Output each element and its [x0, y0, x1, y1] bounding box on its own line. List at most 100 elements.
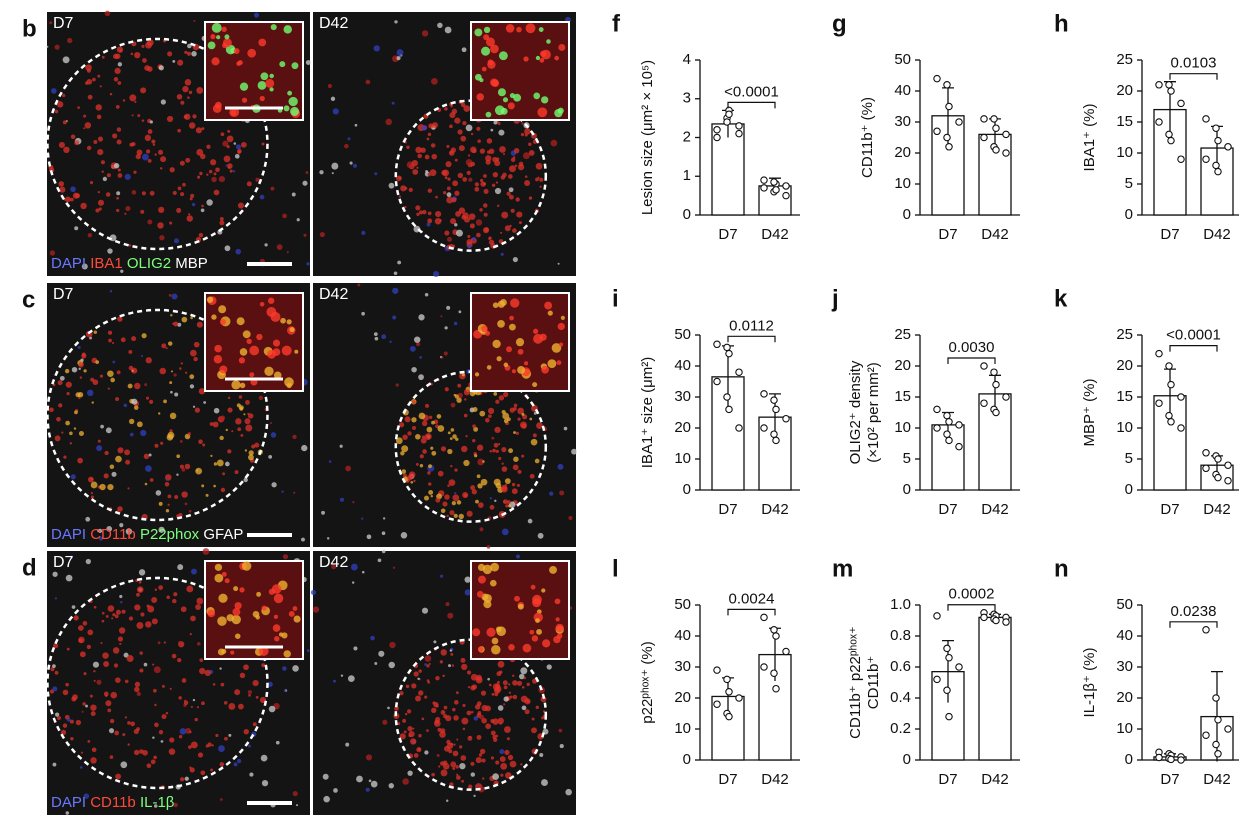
texture: [204, 669, 211, 676]
y-tick-label: 1.0: [890, 596, 911, 613]
texture: [458, 310, 462, 314]
texture: [159, 167, 163, 170]
texture: [196, 321, 203, 328]
texture: [479, 410, 486, 417]
texture: [96, 679, 102, 685]
texture: [101, 611, 105, 615]
texture: [513, 403, 518, 408]
texture: [111, 341, 115, 345]
data-point: [1165, 130, 1173, 139]
texture: [197, 175, 201, 179]
texture: [332, 108, 339, 115]
texture: [87, 94, 93, 100]
y-axis-label: IBA1⁺ size (μm²): [639, 357, 656, 469]
texture: [148, 453, 152, 457]
texture: [502, 172, 507, 178]
texture: [215, 733, 219, 738]
texture: [461, 445, 468, 453]
texture: [444, 494, 450, 500]
texture: [231, 430, 234, 433]
texture: [105, 192, 111, 197]
stain-name: IBA1: [90, 255, 123, 272]
inset-texture: [273, 614, 278, 619]
data-point: [955, 442, 963, 451]
texture: [66, 717, 71, 722]
texture: [52, 686, 58, 692]
texture: [107, 370, 114, 378]
texture: [473, 794, 476, 798]
inset-texture: [535, 55, 541, 61]
texture: [54, 670, 59, 675]
texture: [520, 695, 528, 703]
texture: [515, 197, 520, 202]
x-tick-label: D7: [718, 771, 737, 788]
stain-name: MBP: [175, 255, 208, 272]
texture: [474, 182, 480, 187]
inset-texture: [517, 365, 526, 374]
texture: [449, 437, 453, 441]
texture: [97, 74, 101, 78]
inset-texture: [219, 318, 226, 325]
texture: [419, 356, 423, 359]
texture: [518, 221, 522, 225]
texture: [361, 570, 365, 574]
texture: [224, 245, 231, 252]
texture: [124, 716, 128, 719]
texture: [140, 429, 147, 437]
texture: [328, 460, 332, 463]
data-point: [990, 368, 998, 376]
texture: [447, 177, 451, 181]
texture: [477, 785, 485, 793]
texture: [498, 456, 502, 461]
texture: [474, 454, 478, 458]
texture: [407, 770, 413, 776]
texture: [116, 139, 122, 145]
texture: [200, 153, 206, 160]
texture: [142, 58, 147, 63]
texture: [138, 569, 146, 576]
inset-texture: [536, 628, 542, 635]
texture: [153, 755, 157, 760]
texture: [463, 493, 468, 498]
texture: [169, 429, 173, 433]
texture: [81, 263, 88, 270]
texture: [440, 649, 447, 656]
texture: [472, 424, 476, 429]
texture: [502, 680, 508, 686]
texture: [426, 426, 433, 433]
inset-texture: [221, 26, 227, 33]
texture: [116, 208, 120, 213]
inset-texture: [510, 298, 520, 308]
texture: [268, 454, 273, 459]
texture: [422, 449, 427, 454]
texture: [480, 478, 488, 486]
texture: [507, 754, 514, 761]
texture: [154, 722, 159, 728]
data-point: [933, 405, 941, 414]
texture: [399, 691, 404, 696]
texture: [448, 749, 453, 754]
texture: [411, 159, 419, 167]
texture: [165, 509, 170, 513]
texture: [526, 682, 530, 687]
texture: [62, 93, 66, 98]
texture: [476, 232, 481, 238]
texture: [227, 407, 233, 413]
texture: [442, 674, 445, 678]
texture: [112, 647, 120, 654]
p-value: 0.0103: [1171, 55, 1217, 72]
data-point: [943, 430, 951, 438]
data-point: [772, 405, 780, 414]
data-point: [1177, 424, 1185, 432]
texture: [85, 81, 89, 85]
texture: [557, 262, 560, 265]
texture: [141, 333, 147, 339]
texture: [467, 234, 471, 238]
texture: [181, 316, 188, 323]
texture: [252, 722, 257, 727]
texture: [115, 773, 122, 780]
data-point: [992, 124, 1000, 132]
texture: [70, 134, 76, 140]
texture: [220, 487, 226, 493]
texture: [142, 749, 148, 756]
